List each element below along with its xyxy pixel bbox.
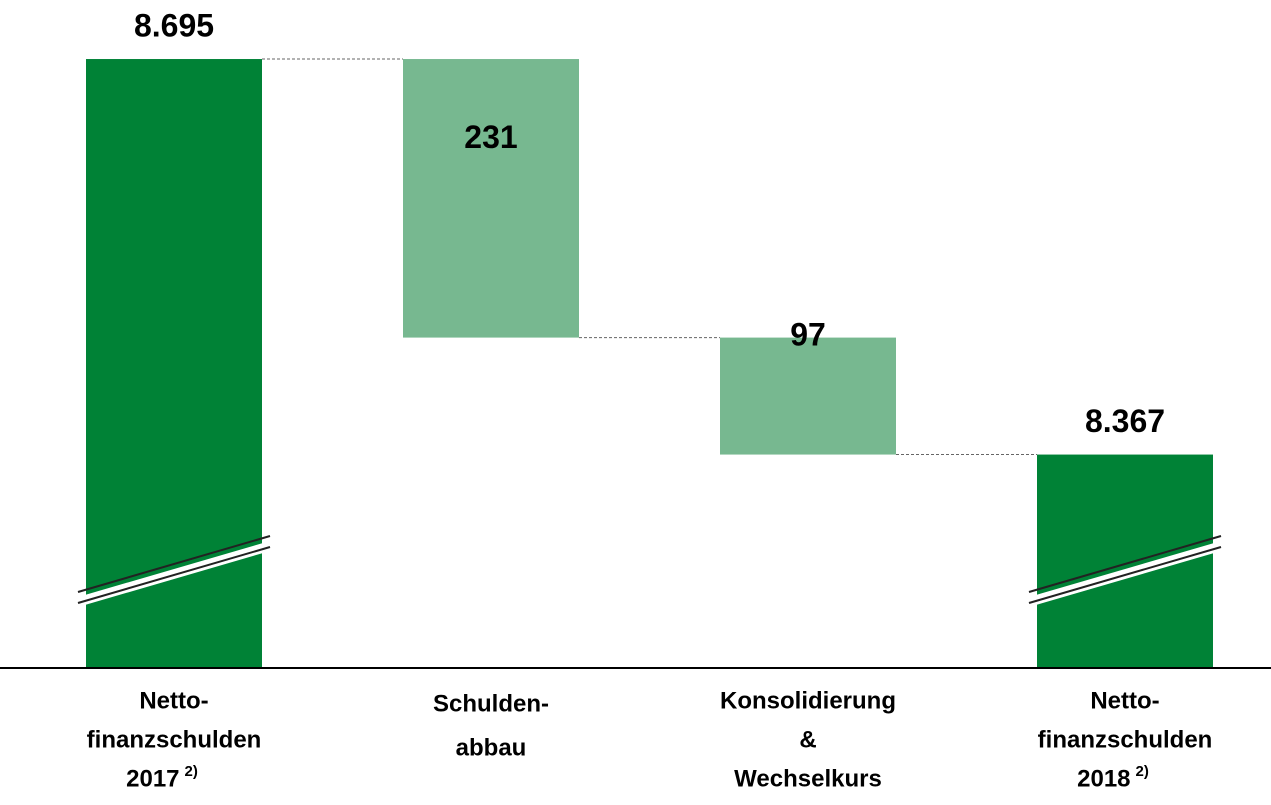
x-tick-label: finanzschulden bbox=[87, 726, 262, 753]
bar bbox=[720, 337, 896, 455]
x-tick-label: & bbox=[799, 726, 816, 753]
x-tick-label: Netto- bbox=[139, 687, 208, 714]
x-tick-label: Schulden- bbox=[433, 690, 549, 717]
x-tick-label: Konsolidierung bbox=[720, 687, 896, 714]
break-line bbox=[1028, 546, 1222, 604]
bar bbox=[1037, 454, 1213, 668]
axis-break bbox=[77, 535, 271, 607]
value-label: 8.367 bbox=[1085, 403, 1165, 439]
x-tick-label: finanzschulden bbox=[1038, 726, 1213, 753]
x-tick-label: Netto- bbox=[1090, 687, 1159, 714]
x-tick-label: 2018 2) bbox=[1077, 763, 1149, 792]
x-tick-label: Wechselkurs bbox=[734, 765, 882, 792]
bar bbox=[86, 59, 262, 668]
break-line bbox=[77, 546, 271, 604]
value-label: 97 bbox=[790, 317, 826, 353]
footnote-mark: 2) bbox=[1136, 763, 1149, 780]
footnote-mark: 2) bbox=[185, 763, 198, 780]
value-label: 8.695 bbox=[134, 7, 214, 43]
value-label: 231 bbox=[464, 119, 517, 155]
axis-break bbox=[1028, 535, 1222, 607]
break-line bbox=[1028, 535, 1222, 593]
bar bbox=[403, 59, 579, 338]
x-tick-label: abbau bbox=[456, 734, 527, 761]
x-tick-label: 2017 2) bbox=[126, 763, 198, 792]
break-line bbox=[77, 535, 271, 593]
